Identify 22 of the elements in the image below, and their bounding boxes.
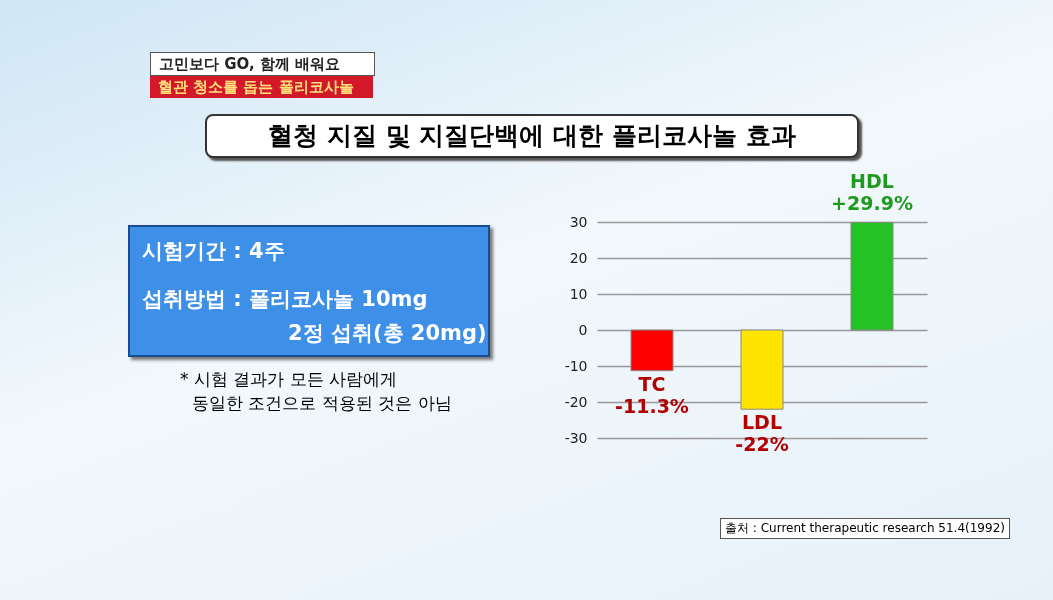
y-tick-label: 10	[569, 285, 588, 302]
text: 동일한 조건으로 적용된 것은 아님	[191, 392, 452, 415]
data-label: -22%	[735, 433, 789, 456]
x-tick-label: LDL	[742, 411, 782, 434]
text: 섭취방법 : 폴리코사놀 10mg	[142, 286, 428, 313]
text: * 시험 결과가 모든 사람에게	[180, 368, 399, 391]
source-note: 출처 : Current therapeutic research 51.4(1992)	[720, 518, 1010, 539]
y-tick-label: -30	[564, 429, 588, 446]
text: 고민보다 GO, 함께 배워요	[150, 52, 375, 76]
text: 2정 섭취(총 20mg)	[288, 320, 487, 347]
y-tick-label: 20	[569, 249, 588, 266]
x-tick-label: TC	[638, 372, 666, 395]
text: 시험기간 : 4주	[142, 238, 285, 265]
data-label: +29.9%	[831, 192, 913, 215]
y-tick-label: 30	[569, 213, 588, 230]
x-tick-label: HDL	[850, 170, 894, 193]
text: 혈관 청소를 돕는 폴리코사놀	[150, 76, 373, 98]
chart-title: 혈청 지질 및 지질단백에 대한 플리코사놀 효과	[205, 114, 859, 158]
y-tick-label: -10	[564, 357, 588, 374]
y-tick-label: 0	[578, 321, 588, 338]
y-tick-label: -20	[564, 393, 588, 410]
data-label: -11.3%	[615, 394, 689, 417]
